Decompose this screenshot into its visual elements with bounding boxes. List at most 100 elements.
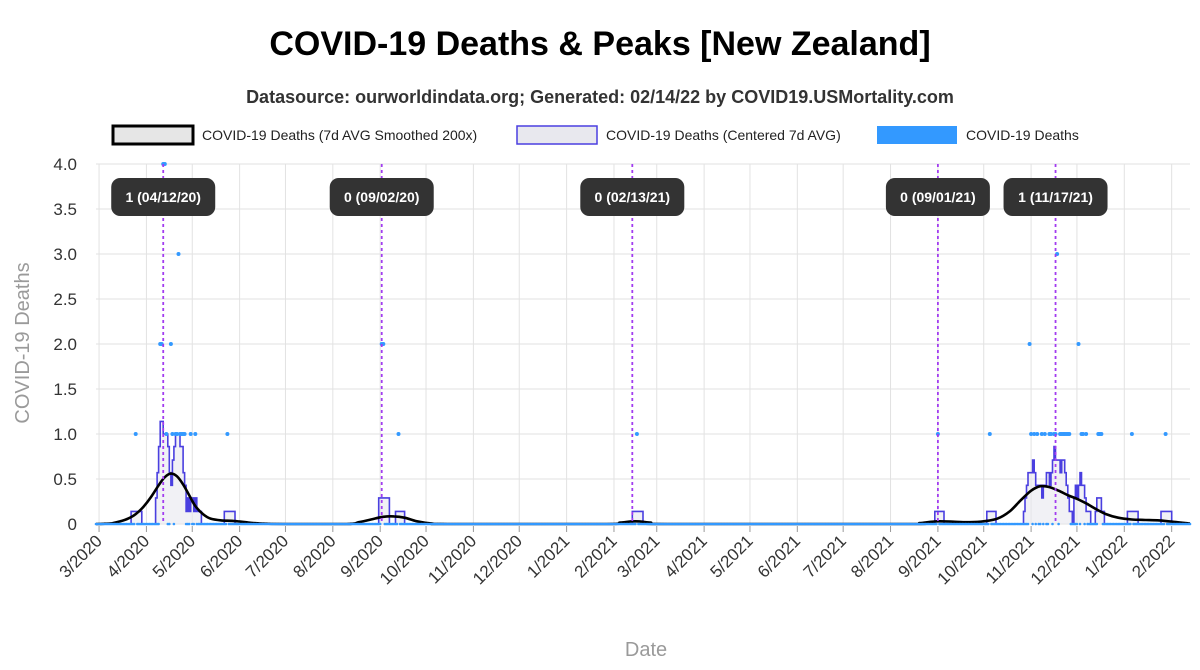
- peak-label: 1 (11/17/21): [1018, 189, 1093, 205]
- daily-point: [176, 252, 181, 256]
- daily-point: [1046, 522, 1050, 526]
- y-axis-title: COVID-19 Deaths: [12, 262, 34, 423]
- daily-point: [634, 432, 639, 436]
- x-tick-label: 5/2021: [707, 531, 757, 581]
- daily-point: [1026, 522, 1030, 526]
- peak-label-box: [580, 178, 685, 216]
- daily-point: [164, 432, 169, 436]
- daily-point: [1039, 522, 1042, 526]
- daily-point: [987, 522, 990, 526]
- daily-point: [1067, 432, 1072, 436]
- x-tick-label: 2/2021: [571, 531, 621, 581]
- daily-point: [1042, 522, 1045, 526]
- daily-point: [175, 432, 179, 436]
- x-tick-label: 4/2021: [661, 531, 711, 581]
- y-tick-label: 1.0: [53, 425, 77, 444]
- y-tick-label: 4.0: [53, 155, 77, 174]
- peak-markers: 1 (04/12/20) 0 (09/02/20) 0 (02/13/21) 0 (0…: [111, 164, 1108, 524]
- centered-area: [96, 421, 1190, 524]
- legend-label-centered: COVID-19 Deaths (Centered 7d AVG): [606, 127, 841, 143]
- series-daily-deaths: [94, 162, 1192, 526]
- daily-point: [132, 522, 136, 526]
- legend-swatch-smoothed: [111, 124, 195, 146]
- x-tick-label: 6/2020: [196, 531, 246, 581]
- peak-label-box: [1003, 178, 1108, 216]
- peak-label-box: [111, 178, 216, 216]
- x-tick-label: 11/2021: [982, 531, 1038, 587]
- daily-point: [395, 522, 399, 526]
- daily-point: [935, 522, 938, 526]
- daily-point: [1076, 342, 1081, 346]
- daily-point: [193, 432, 198, 436]
- peak-label: 0 (02/13/21): [595, 189, 671, 205]
- daily-point: [1075, 522, 1079, 526]
- daily-point: [192, 522, 196, 526]
- x-tick-label: 7/2021: [800, 531, 850, 581]
- chart-subtitle: Datasource: ourworldindata.org; Generate…: [246, 87, 954, 107]
- daily-point: [1081, 432, 1085, 436]
- daily-point: [1035, 432, 1040, 436]
- grid: [96, 163, 1190, 525]
- daily-point: [1029, 432, 1034, 436]
- daily-point: [187, 522, 191, 526]
- x-axis-title: Date: [625, 639, 667, 661]
- x-tick-label: 1/2022: [1081, 531, 1131, 581]
- daily-point: [172, 522, 176, 526]
- y-tick-label: 0: [68, 515, 77, 534]
- daily-point: [1099, 432, 1104, 436]
- x-tick-label: 10/2020: [376, 531, 433, 588]
- daily-point: [1129, 522, 1132, 526]
- y-tick-label: 1.5: [53, 380, 77, 399]
- daily-point: [378, 522, 382, 526]
- x-tick-label: 6/2021: [754, 531, 804, 581]
- daily-point: [168, 522, 171, 526]
- peak-label: 0 (09/01/21): [900, 189, 976, 205]
- daily-point: [396, 432, 401, 436]
- legend-swatch-daily: [877, 126, 957, 144]
- x-tick-label: 11/2020: [424, 531, 480, 587]
- x-tick-label: 10/2021: [934, 531, 991, 588]
- daily-point: [1057, 522, 1060, 526]
- legend-label-smoothed: COVID-19 Deaths (7d AVG Smoothed 200x): [202, 127, 477, 143]
- x-tick-label: 4/2020: [103, 531, 153, 581]
- daily-point: [1039, 432, 1044, 436]
- x-tick-label: 2/2022: [1128, 531, 1178, 581]
- peak-label: 1 (04/12/20): [125, 189, 201, 205]
- daily-point: [1031, 522, 1034, 526]
- daily-point: [1188, 522, 1192, 526]
- y-axis-ticks: 0 0.5 1.0 1.5 2.0 2.5 3.0 3.5 4.0: [53, 155, 77, 534]
- legend-label-daily: COVID-19 Deaths: [966, 127, 1079, 143]
- y-tick-label: 3.5: [53, 200, 77, 219]
- x-tick-label: 3/2020: [56, 531, 106, 581]
- daily-point: [1095, 522, 1099, 526]
- daily-point: [182, 432, 187, 436]
- x-tick-label: 1/2021: [523, 531, 573, 581]
- peak-label-box: [885, 178, 990, 216]
- x-axis-ticks: 3/20204/20205/20206/20207/20208/20209/20…: [56, 526, 1178, 588]
- chart-title: COVID-19 Deaths & Peaks [New Zealand]: [269, 25, 930, 63]
- peak-label-box: [329, 178, 434, 216]
- daily-point: [1084, 432, 1089, 436]
- x-tick-label: 5/2020: [149, 531, 199, 581]
- daily-point: [168, 342, 173, 346]
- daily-point: [1032, 432, 1037, 436]
- daily-point: [157, 522, 160, 526]
- daily-point: [987, 432, 992, 436]
- daily-point: [1034, 522, 1037, 526]
- daily-point: [1049, 432, 1053, 436]
- daily-point: [133, 432, 138, 436]
- y-tick-label: 3.0: [53, 245, 77, 264]
- daily-point: [1083, 522, 1086, 526]
- daily-point: [1042, 432, 1047, 436]
- x-tick-label: 12/2020: [469, 531, 526, 588]
- daily-point: [634, 522, 637, 526]
- y-tick-label: 2.0: [53, 335, 77, 354]
- daily-point: [1162, 522, 1166, 526]
- y-tick-label: 0.5: [53, 470, 77, 489]
- legend-swatch-centered: [516, 125, 598, 145]
- daily-point: [1027, 342, 1032, 346]
- daily-point: [1078, 522, 1082, 526]
- daily-point: [1051, 522, 1054, 526]
- legend: COVID-19 Deaths (7d AVG Smoothed 200x) C…: [111, 124, 1079, 146]
